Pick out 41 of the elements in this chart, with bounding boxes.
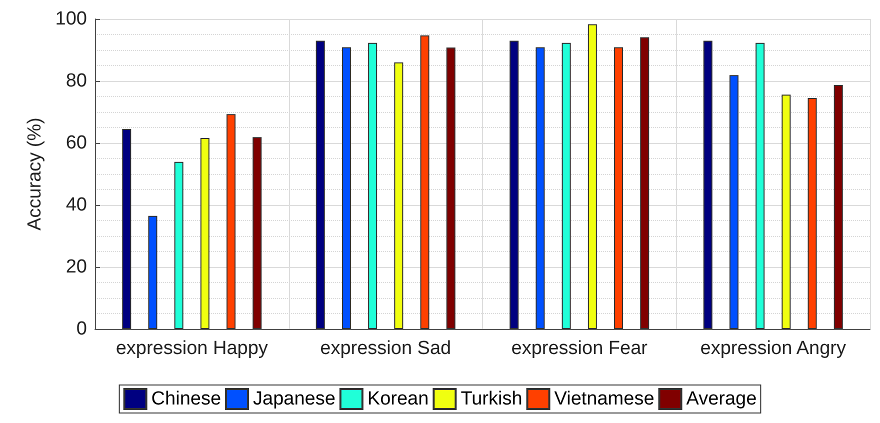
bar: [588, 24, 597, 329]
bar: [536, 47, 545, 329]
bar: [446, 48, 456, 329]
bar: [420, 35, 430, 329]
y-tick-label: 20: [66, 256, 87, 278]
legend-label: Chinese: [151, 388, 222, 410]
legend-label: Turkish: [460, 388, 522, 410]
y-tick-label: 0: [76, 318, 87, 340]
bar: [394, 62, 404, 329]
y-tick-label: 80: [66, 70, 87, 92]
bar: [122, 129, 132, 329]
bar: [368, 42, 378, 329]
bar: [562, 42, 571, 329]
y-axis-title: Accuracy (%): [24, 118, 46, 230]
bar: [729, 75, 738, 329]
x-tick-label: expression Fear: [511, 338, 648, 359]
legend-label: Korean: [367, 388, 429, 410]
bar: [808, 98, 817, 329]
legend-label: Japanese: [253, 388, 336, 410]
y-tick-label: 40: [66, 194, 87, 216]
bar: [252, 137, 262, 329]
bar: [174, 162, 184, 329]
bar: [342, 47, 351, 329]
x-tick-label: expression Sad: [320, 338, 452, 359]
legend-label: Vietnamese: [554, 388, 654, 410]
bar: [782, 94, 791, 329]
bar: [316, 40, 325, 329]
x-tick-label: expression Happy: [116, 338, 268, 359]
y-tick-label: 60: [66, 132, 87, 154]
y-tick-label: 100: [55, 8, 87, 30]
bar: [756, 42, 765, 329]
bar: [200, 138, 210, 329]
bar: [226, 114, 236, 329]
legend-label: Average: [686, 388, 757, 410]
x-tick-label: expression Angry: [700, 338, 846, 359]
bar: [640, 37, 650, 329]
bar: [614, 47, 624, 329]
bar: [703, 40, 712, 329]
bar: [148, 216, 158, 329]
bar: [510, 40, 519, 329]
bar: [834, 85, 843, 329]
